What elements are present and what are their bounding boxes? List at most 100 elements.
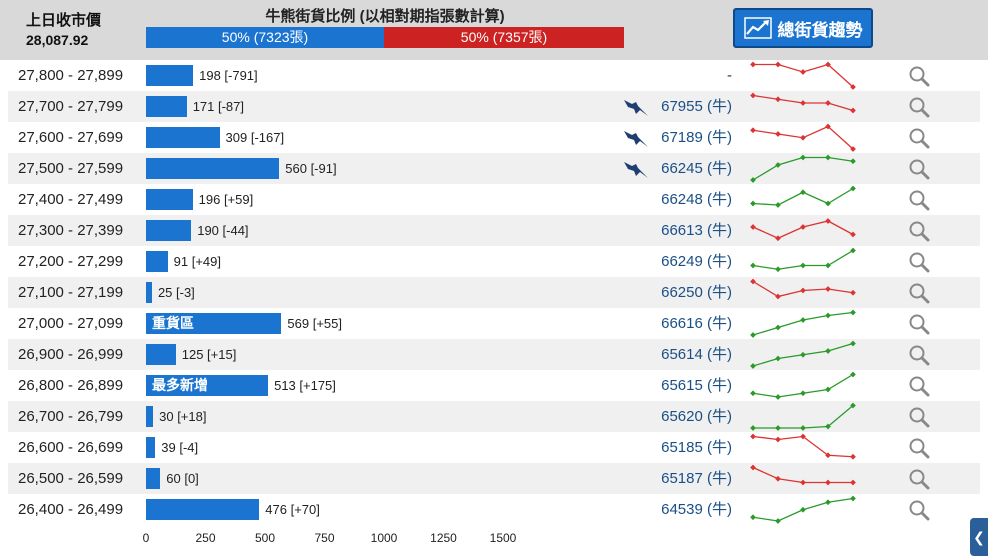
sparkline-point	[850, 495, 856, 502]
trend-button[interactable]: 總街貨趨勢	[733, 8, 873, 48]
sparkline-point	[825, 479, 831, 486]
axis-tick-label: 750	[314, 531, 335, 545]
outstanding-bar	[146, 499, 260, 520]
sparkline-point	[825, 262, 831, 269]
strike-range: 27,200 - 27,299	[18, 253, 124, 270]
cbbc-code[interactable]: 65187 (牛)	[661, 470, 732, 487]
cbbc-code[interactable]: 65185 (牛)	[661, 439, 732, 456]
strike-range: 26,900 - 26,999	[18, 346, 124, 363]
magnifier-icon[interactable]	[908, 344, 930, 366]
outstanding-bar	[146, 251, 168, 272]
sparkline-point	[750, 332, 756, 338]
table-row: 26,800 - 26,899 最多新增 513 [+175] 65615 (牛)	[8, 370, 980, 401]
bear-ratio-bar: 50% (7357張)	[384, 27, 624, 48]
sparkline-point	[825, 218, 831, 224]
magnifier-icon[interactable]	[908, 158, 930, 180]
sparkline-point	[800, 189, 806, 196]
outstanding-bar	[146, 158, 280, 179]
cbbc-code[interactable]: 66613 (牛)	[661, 222, 732, 239]
trend-sparkline	[750, 278, 856, 300]
magnifier-icon[interactable]	[908, 96, 930, 118]
sparkline-point	[750, 425, 756, 431]
sparkline-point	[750, 224, 756, 230]
strike-range: 27,300 - 27,399	[18, 222, 124, 239]
sparkline-point	[775, 131, 781, 137]
sparkline-point	[825, 154, 831, 161]
cbbc-code[interactable]: 65620 (牛)	[661, 408, 732, 425]
sparkline-point	[850, 107, 856, 114]
sparkline-point	[750, 262, 756, 269]
outstanding-count: 25 [-3]	[157, 285, 195, 300]
sparkline-point	[775, 235, 781, 242]
outstanding-bar	[146, 282, 152, 303]
cbbc-code[interactable]: 65615 (牛)	[661, 377, 732, 394]
sparkline-point	[775, 96, 781, 103]
sparkline-point	[775, 436, 781, 443]
cbbc-code[interactable]: 64539 (牛)	[661, 501, 732, 518]
magnifier-icon[interactable]	[908, 189, 930, 211]
outstanding-bar: 最多新增	[146, 375, 269, 396]
cbbc-code: -	[727, 67, 732, 84]
magnifier-icon[interactable]	[908, 437, 930, 459]
outstanding-count: 569 [+55]	[287, 316, 342, 331]
cbbc-code[interactable]: 65614 (牛)	[661, 346, 732, 363]
trend-sparkline	[750, 340, 856, 369]
outstanding-bar	[146, 220, 192, 241]
sparkline-point	[825, 200, 831, 207]
sparkline-point	[750, 278, 756, 285]
sparkline-point	[825, 423, 831, 430]
sparkline-point	[850, 158, 856, 165]
sparkline-point	[850, 146, 856, 152]
magnifier-icon[interactable]	[908, 499, 930, 521]
trend-sparkline	[750, 61, 856, 90]
magnifier-icon[interactable]	[908, 127, 930, 149]
sparkline-point	[850, 402, 856, 409]
sparkline-point	[750, 363, 756, 369]
bar-tag: 最多新增	[152, 377, 208, 393]
sparkline-point	[750, 200, 756, 207]
outstanding-count: 513 [+175]	[274, 378, 336, 393]
strike-range: 27,700 - 27,799	[18, 98, 124, 115]
cbbc-code[interactable]: 66250 (牛)	[661, 284, 732, 301]
trend-sparkline	[750, 185, 856, 208]
x-axis: 0 250 500 750 1000 1250 1500	[0, 527, 988, 556]
outstanding-count: 198 [-791]	[199, 68, 258, 83]
magnifier-icon[interactable]	[908, 282, 930, 304]
sparkline-point	[750, 514, 756, 521]
cbbc-code[interactable]: 67955 (牛)	[661, 98, 732, 115]
magnifier-icon[interactable]	[908, 375, 930, 397]
magnifier-icon[interactable]	[908, 251, 930, 273]
sparkline-point	[825, 386, 831, 393]
bat-icon	[624, 162, 648, 178]
magnifier-icon[interactable]	[908, 468, 930, 490]
outstanding-count: 190 [-44]	[197, 223, 249, 238]
bull-ratio-bar: 50% (7323張)	[146, 27, 384, 48]
outstanding-bar	[146, 189, 193, 210]
cbbc-code[interactable]: 66248 (牛)	[661, 191, 732, 208]
outstanding-count: 196 [+59]	[198, 192, 254, 207]
trend-sparkline	[750, 371, 856, 400]
scroll-left-button[interactable]: ❮	[970, 518, 988, 556]
sparkline-point	[800, 134, 806, 141]
cbbc-code[interactable]: 66245 (牛)	[661, 160, 732, 177]
sparkline-point	[800, 100, 806, 106]
sparkline-point	[800, 287, 806, 294]
outstanding-count: 60 [0]	[166, 471, 199, 486]
sparkline-point	[850, 479, 856, 486]
cbbc-code[interactable]: 67189 (牛)	[661, 129, 732, 146]
sparkline-point	[800, 317, 806, 323]
magnifier-icon[interactable]	[908, 406, 930, 428]
magnifier-icon[interactable]	[908, 220, 930, 242]
prev-close-label: 上日收市價	[26, 12, 102, 29]
magnifier-icon[interactable]	[908, 65, 930, 87]
sparkline-point	[775, 394, 781, 400]
sparkline-point	[850, 340, 856, 347]
axis-tick-label: 1250	[430, 531, 457, 545]
sparkline-point	[850, 289, 856, 296]
cbbc-code[interactable]: 66616 (牛)	[661, 315, 732, 332]
cbbc-code[interactable]: 66249 (牛)	[661, 253, 732, 270]
magnifier-icon[interactable]	[908, 313, 930, 335]
sparkline-point	[825, 312, 831, 319]
trend-button-label: 總街貨趨勢	[777, 20, 863, 40]
sparkline-point	[775, 61, 781, 68]
